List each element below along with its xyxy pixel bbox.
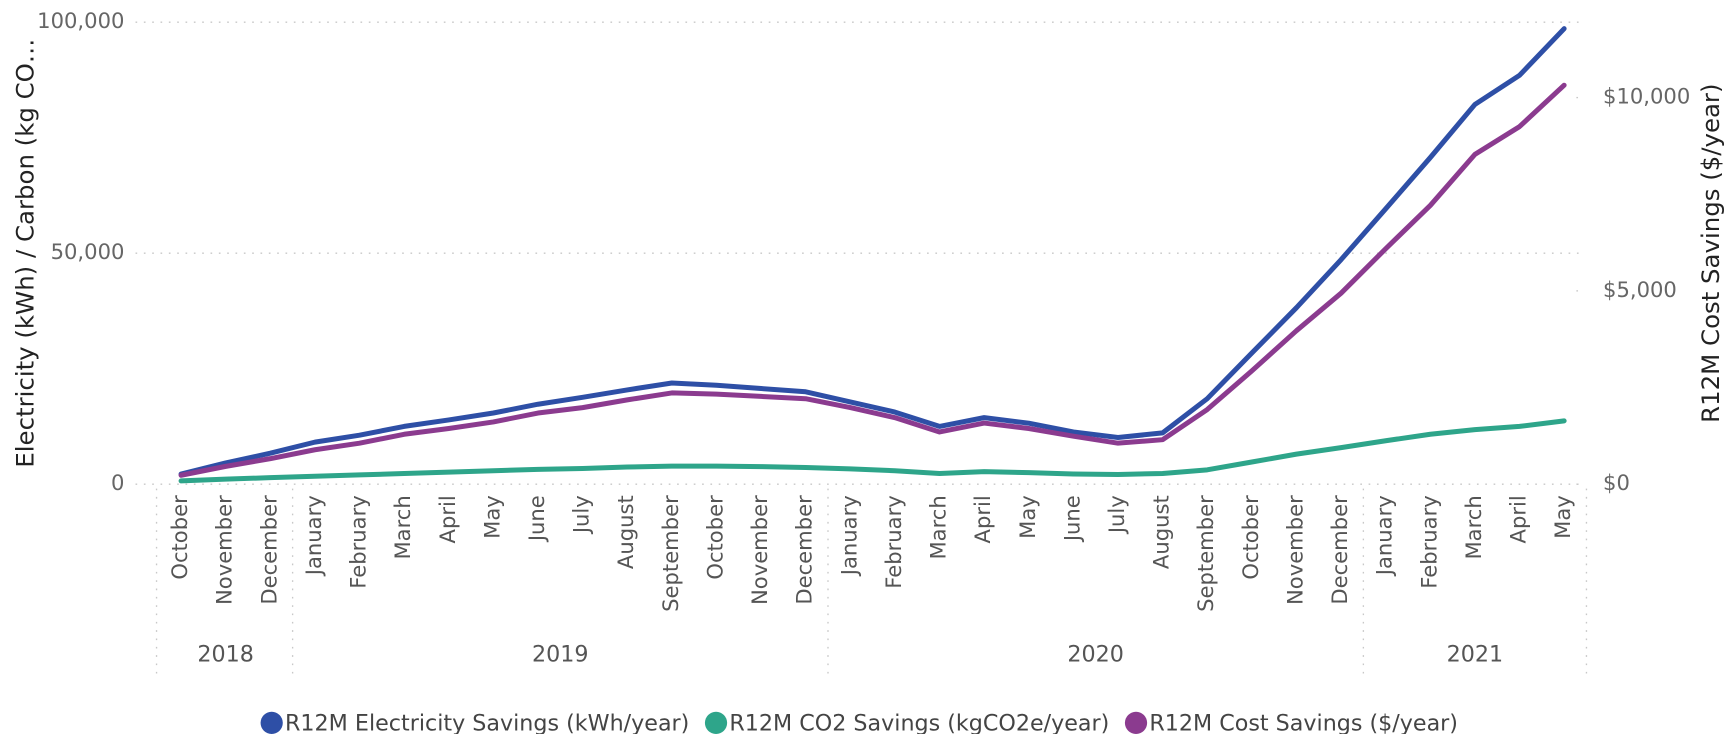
line-series xyxy=(178,82,1567,478)
legend-swatch xyxy=(260,711,283,734)
x-tick-label: February xyxy=(346,495,371,588)
x-tick-label: December xyxy=(1327,495,1352,605)
x-tick-label: January xyxy=(1372,495,1397,577)
x-tick-label: December xyxy=(256,495,281,605)
x-tick-label: May xyxy=(1550,495,1575,539)
x-tick-label: June xyxy=(524,495,549,543)
x-tick-label: May xyxy=(479,495,504,539)
x-tick-label: January xyxy=(836,495,861,577)
line-series xyxy=(178,418,1567,484)
x-tick-label: September xyxy=(1193,495,1218,612)
x-tick-label: August xyxy=(1149,495,1174,569)
line-series xyxy=(178,26,1567,477)
y2-tick-label: $0 xyxy=(1603,470,1630,495)
x-group-label: 2019 xyxy=(532,642,589,668)
x-tick-label: March xyxy=(926,495,951,559)
y2-tick-label: $10,000 xyxy=(1603,84,1690,109)
legend-swatch xyxy=(704,711,728,734)
legend-label: R12M Cost Savings ($/year) xyxy=(1149,711,1458,734)
x-tick-label: November xyxy=(747,495,772,605)
legend-label: R12M Electricity Savings (kWh/year) xyxy=(285,711,689,734)
x-tick-label: December xyxy=(792,495,817,605)
y-axis-title: Electricity (kWh) / Carbon (kg CO… xyxy=(11,39,40,468)
x-tick-label: February xyxy=(881,495,906,588)
y-tick-label: 0 xyxy=(111,470,124,495)
x-tick-label: November xyxy=(1282,495,1307,605)
x-tick-label: March xyxy=(1461,495,1486,559)
x-tick-label: February xyxy=(1416,495,1441,588)
x-group-label: 2018 xyxy=(197,642,254,668)
y-tick-label: 100,000 xyxy=(37,8,124,33)
legend-swatch xyxy=(1124,711,1148,734)
x-tick-label: April xyxy=(435,495,460,543)
y-tick-label: 50,000 xyxy=(51,239,125,264)
x-group-label: 2021 xyxy=(1447,642,1504,668)
x-tick-label: May xyxy=(1015,495,1040,539)
legend-label: R12M CO2 Savings (kgCO2e/year) xyxy=(729,711,1109,734)
x-tick-label: July xyxy=(1104,495,1129,535)
y2-tick-label: $5,000 xyxy=(1603,277,1677,302)
x-group-label: 2020 xyxy=(1067,642,1124,668)
x-tick-label: April xyxy=(970,495,995,543)
y2-axis-title: R12M Cost Savings ($/year) xyxy=(1696,84,1725,423)
x-tick-label: November xyxy=(212,495,237,605)
x-tick-label: April xyxy=(1506,495,1531,543)
x-tick-label: March xyxy=(390,495,415,559)
x-tick-label: June xyxy=(1059,495,1084,543)
x-tick-label: October xyxy=(1238,495,1263,580)
legend: R12M Electricity Savings (kWh/year) R12M … xyxy=(260,711,1458,734)
x-tick-label: October xyxy=(702,495,727,580)
x-tick-label: July xyxy=(569,495,594,535)
x-tick-label: October xyxy=(167,495,192,580)
x-tick-label: January xyxy=(301,495,326,577)
x-tick-label: September xyxy=(658,495,683,612)
x-tick-label: August xyxy=(613,495,638,569)
